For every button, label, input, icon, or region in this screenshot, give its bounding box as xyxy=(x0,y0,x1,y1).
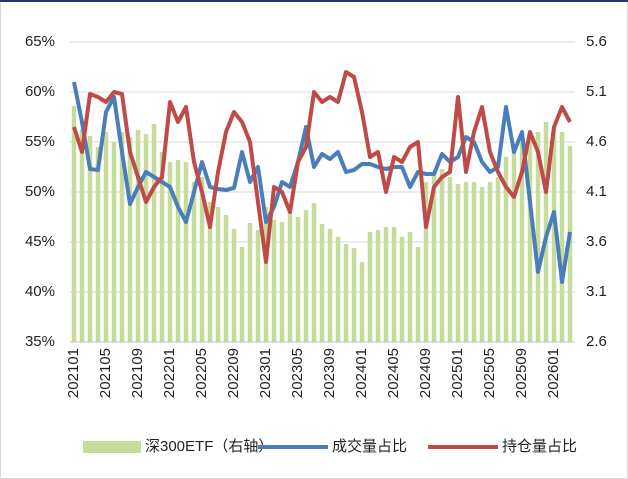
y-tick-label: 45% xyxy=(25,233,55,250)
legend-label: 深300ETF（右轴） xyxy=(145,438,273,455)
bar xyxy=(207,202,213,342)
y2-tick-label: 5.6 xyxy=(586,33,607,50)
x-tick-label: 202409 xyxy=(417,348,434,398)
y2-tick-label: 4.6 xyxy=(586,133,607,150)
line-series xyxy=(72,81,572,284)
y-tick-label: 35% xyxy=(25,333,55,350)
y2-tick-label: 3.1 xyxy=(586,283,607,300)
x-tick-label: 202105 xyxy=(97,348,114,398)
bar xyxy=(551,127,557,342)
x-tick-label: 202305 xyxy=(289,348,306,398)
bar xyxy=(447,177,453,342)
x-tick-label: 202309 xyxy=(321,348,338,398)
line-series xyxy=(72,70,572,264)
y-tick-label: 55% xyxy=(25,133,55,150)
bar xyxy=(383,227,389,342)
bar xyxy=(479,187,485,342)
bar xyxy=(351,248,357,342)
bar xyxy=(263,207,269,342)
bar xyxy=(311,203,317,342)
bar xyxy=(407,232,413,342)
bar xyxy=(391,227,397,342)
bar xyxy=(247,223,253,342)
x-tick-label: 202509 xyxy=(513,348,530,398)
bar xyxy=(279,222,285,342)
bar xyxy=(175,160,181,342)
bar xyxy=(143,134,149,342)
bar xyxy=(287,212,293,342)
y2-tick-label: 3.6 xyxy=(586,233,607,250)
bar xyxy=(535,132,541,342)
bar xyxy=(215,207,221,342)
bar xyxy=(87,136,93,342)
bar xyxy=(159,152,165,342)
y-tick-label: 40% xyxy=(25,283,55,300)
bar xyxy=(503,157,509,342)
bar xyxy=(271,220,277,342)
x-tick-label: 202101 xyxy=(65,348,82,398)
bar xyxy=(399,237,405,342)
bar xyxy=(519,142,525,342)
x-tick-label: 202209 xyxy=(225,348,242,398)
bar xyxy=(319,224,325,342)
bar xyxy=(367,232,373,342)
bar xyxy=(183,162,189,342)
bar xyxy=(255,230,261,342)
x-tick-label: 202401 xyxy=(353,348,370,398)
bar xyxy=(135,130,141,342)
y2-tick-label: 4.1 xyxy=(586,183,607,200)
bar xyxy=(559,132,565,342)
y-tick-label: 50% xyxy=(25,183,55,200)
bar xyxy=(359,262,365,342)
bar xyxy=(439,169,445,342)
legend-swatch xyxy=(83,441,141,453)
bar xyxy=(231,229,237,342)
bar xyxy=(103,132,109,342)
legend-label: 持仓量占比 xyxy=(502,438,577,455)
bar xyxy=(303,210,309,342)
bar xyxy=(463,182,469,342)
bar xyxy=(119,132,125,342)
bar xyxy=(79,129,85,342)
bar xyxy=(95,147,101,342)
bar xyxy=(71,106,77,342)
bar xyxy=(471,182,477,342)
bar xyxy=(295,217,301,342)
legend-label: 成交量占比 xyxy=(332,437,407,455)
bar xyxy=(527,137,533,342)
bar xyxy=(487,182,493,342)
bar xyxy=(511,147,517,342)
bar xyxy=(423,182,429,342)
bar xyxy=(327,229,333,342)
x-tick-label: 202505 xyxy=(481,348,498,398)
bar xyxy=(199,177,205,342)
bar xyxy=(151,124,157,342)
x-tick-label: 202201 xyxy=(161,348,178,398)
x-tick-label: 202109 xyxy=(129,348,146,398)
y-tick-label: 65% xyxy=(25,33,55,50)
bar xyxy=(343,244,349,342)
bar xyxy=(191,182,197,342)
bar xyxy=(455,184,461,342)
x-tick-label: 202301 xyxy=(257,348,274,398)
bar xyxy=(239,247,245,342)
bar xyxy=(111,142,117,342)
x-tick-label: 202405 xyxy=(385,348,402,398)
x-tick-label: 202601 xyxy=(545,348,562,398)
bar xyxy=(223,215,229,342)
y-tick-label: 60% xyxy=(25,83,55,100)
x-tick-label: 202205 xyxy=(193,348,210,398)
bar xyxy=(415,247,421,342)
y2-tick-label: 5.1 xyxy=(586,83,607,100)
y2-tick-label: 2.6 xyxy=(586,333,607,350)
bar xyxy=(335,237,341,342)
bar xyxy=(431,172,437,342)
bar xyxy=(127,137,133,342)
bar xyxy=(167,162,173,342)
bar xyxy=(495,177,501,342)
bar xyxy=(375,230,381,342)
x-tick-label: 202501 xyxy=(449,348,466,398)
